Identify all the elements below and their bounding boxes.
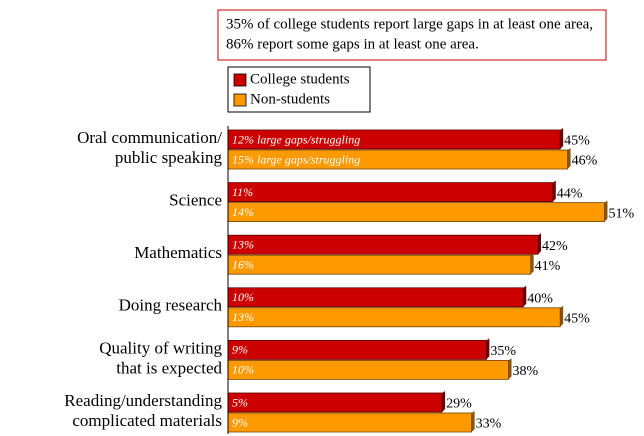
category-label: that is expected (116, 358, 222, 377)
legend-swatch (233, 93, 247, 107)
legend-label: College students (250, 71, 350, 87)
bar (227, 254, 532, 275)
category-label: Quality of writing (99, 338, 222, 357)
category-label: complicated materials (72, 411, 222, 430)
annotation: 86% report some gaps in at least one are… (226, 36, 479, 52)
value-label: 45% (564, 134, 590, 149)
legend-label: Non-students (250, 91, 330, 107)
inner-label: 12% large gaps/struggling (232, 132, 360, 146)
inner-label: 11% (232, 185, 253, 199)
inner-label: 14% (232, 205, 254, 219)
category-label: Reading/understanding (64, 391, 222, 410)
value-label: 29% (446, 397, 472, 412)
inner-label: 10% (232, 363, 254, 377)
category-label: Science (169, 191, 222, 210)
inner-label: 9% (232, 415, 248, 429)
value-label: 51% (608, 206, 634, 221)
value-label: 41% (535, 259, 561, 274)
inner-label: 15% large gaps/struggling (232, 152, 360, 166)
inner-label: 10% (232, 290, 254, 304)
bar (227, 359, 509, 380)
bar (227, 202, 605, 223)
value-label: 46% (572, 154, 598, 169)
value-label: 35% (490, 344, 516, 359)
bar (227, 234, 539, 255)
category-label: Mathematics (134, 243, 222, 262)
bar (227, 412, 473, 433)
inner-label: 13% (232, 237, 254, 251)
category-label: Oral communication/ (77, 128, 222, 147)
value-label: 45% (564, 312, 590, 327)
annotation: 35% of college students report large gap… (226, 16, 593, 32)
legend-box (227, 66, 371, 113)
bar (227, 392, 443, 413)
category-label: Doing research (119, 296, 223, 315)
bar (227, 287, 524, 308)
bar (227, 307, 561, 328)
bar (227, 339, 487, 360)
inner-label: 16% (232, 257, 254, 271)
legend-swatch (233, 73, 247, 87)
category-label: public speaking (115, 148, 223, 167)
value-label: 38% (513, 364, 539, 379)
inner-label: 5% (232, 395, 248, 409)
value-label: 44% (557, 186, 583, 201)
value-label: 42% (542, 239, 568, 254)
value-label: 33% (476, 417, 502, 432)
inner-label: 13% (232, 310, 254, 324)
value-label: 40% (527, 292, 553, 307)
annotation-box (217, 9, 607, 61)
inner-label: 9% (232, 343, 248, 357)
bar (227, 182, 554, 203)
